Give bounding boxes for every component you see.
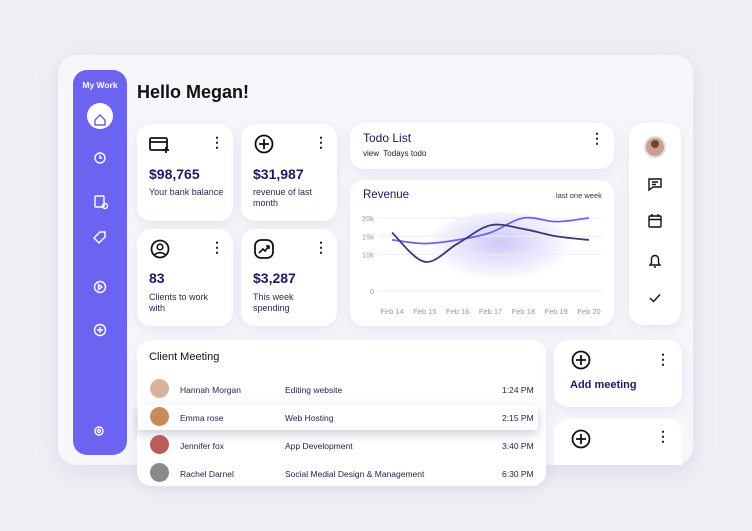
add-icon: [571, 429, 591, 449]
stat-card: ⋮ $98,765 Your bank balance: [137, 124, 233, 221]
stat-card: ⋮ $31,987 revenue of last month: [241, 124, 337, 221]
card-icon: [254, 134, 274, 154]
avatar: [150, 435, 169, 454]
menu-dots[interactable]: ⋮: [590, 130, 604, 146]
y-tick-label: 10k: [362, 251, 374, 260]
x-tick-label: Feb 17: [479, 307, 502, 316]
chart-glow: [425, 212, 575, 288]
project: Web Hosting: [285, 413, 334, 423]
meeting-title: Client Meeting: [149, 351, 220, 363]
avatar: [150, 463, 169, 482]
x-tick-label: Feb 16: [446, 307, 469, 316]
stat-label: Your bank balance: [149, 187, 224, 197]
revenue-card: Revenue last one week 20k 15k 10k 0 Feb 14 Fe…: [350, 180, 614, 326]
add-icon: [571, 350, 591, 370]
sidebar-icons: [93, 113, 109, 436]
revenue-chart: 20k 15k 10k 0 Feb 14 Feb 15 Feb 16 Feb 17 Feb 18…: [362, 212, 602, 316]
menu-dots[interactable]: ⋮: [656, 428, 670, 444]
y-tick-label: 20k: [362, 214, 374, 223]
menu-dots[interactable]: ⋮: [656, 351, 670, 367]
project: App Development: [285, 441, 353, 451]
time: 2:15 PM: [502, 413, 534, 423]
revenue-title: Revenue: [363, 189, 410, 201]
client-name: Jennifer fox: [180, 441, 224, 451]
right-rail: [629, 123, 681, 325]
client-name: Emma rose: [180, 413, 224, 423]
meeting-row[interactable]: Hannah Morgan Editing website 1:24 PM: [138, 376, 538, 402]
card-icon: [254, 239, 274, 259]
menu-dots[interactable]: ⋮: [210, 134, 224, 150]
stat-label: revenue of last month: [253, 187, 313, 208]
stat-value: 83: [149, 270, 165, 286]
meeting-row[interactable]: Jennifer fox App Development 3:40 PM: [138, 432, 538, 458]
x-tick-label: Feb 19: [544, 307, 567, 316]
client-name: Hannah Morgan: [180, 385, 241, 395]
card-icon: [150, 239, 170, 259]
greeting: Hello Megan!: [137, 82, 250, 102]
time: 1:24 PM: [502, 385, 534, 395]
x-tick-label: Feb 15: [413, 307, 436, 316]
todo-card: Todo List view Todays todo ⋮: [350, 123, 614, 169]
project: Social Medial Design & Management: [285, 469, 425, 479]
x-tick-label: Feb 18: [512, 307, 535, 316]
meeting-row[interactable]: Emma rose Web Hosting 2:15 PM: [138, 404, 538, 430]
stat-value: $98,765: [149, 166, 200, 182]
project: Editing website: [285, 385, 343, 395]
stat-card: ⋮ 83 Clients to work with: [137, 229, 233, 326]
stat-value: $3,287: [253, 270, 296, 286]
row-highlight: [138, 405, 538, 430]
sidebar-title: My Work: [82, 80, 118, 90]
card-icon: [149, 137, 169, 153]
meeting-row[interactable]: Rachel Darnel Social Medial Design & Mana…: [138, 460, 538, 486]
menu-dots[interactable]: ⋮: [314, 134, 328, 150]
revenue-line: [391, 223, 590, 263]
x-tick-label: Feb 14: [380, 307, 403, 316]
revenue-period: last one week: [556, 191, 602, 200]
sidebar: My Work: [73, 70, 127, 455]
action-card[interactable]: ⋮ Add meeting: [554, 340, 682, 407]
x-tick-label: Feb 20: [577, 307, 600, 316]
action-label: Add meeting: [570, 379, 637, 391]
y-tick-label: 15k: [362, 232, 374, 241]
action-card-clip: ⋮: [554, 419, 682, 465]
time: 6:30 PM: [502, 469, 534, 479]
avatar: [150, 407, 169, 426]
todo-title: Todo List: [363, 131, 412, 145]
avatar: [150, 379, 169, 398]
y-tick-label: 0: [370, 287, 374, 296]
menu-dots[interactable]: ⋮: [314, 239, 328, 255]
stat-value: $31,987: [253, 166, 304, 182]
client-name: Rachel Darnel: [180, 469, 234, 479]
todo-subtitle[interactable]: view Todays todo: [363, 149, 427, 158]
stat-label: Clients to work with: [149, 292, 209, 313]
stat-label: This week spending: [253, 292, 294, 313]
stat-card: ⋮ $3,287 This week spending: [241, 229, 337, 326]
action-card[interactable]: ⋮: [554, 419, 682, 465]
menu-dots[interactable]: ⋮: [210, 239, 224, 255]
revenue-line: [391, 216, 590, 245]
rail-icons: [644, 136, 666, 303]
time: 3:40 PM: [502, 441, 534, 451]
